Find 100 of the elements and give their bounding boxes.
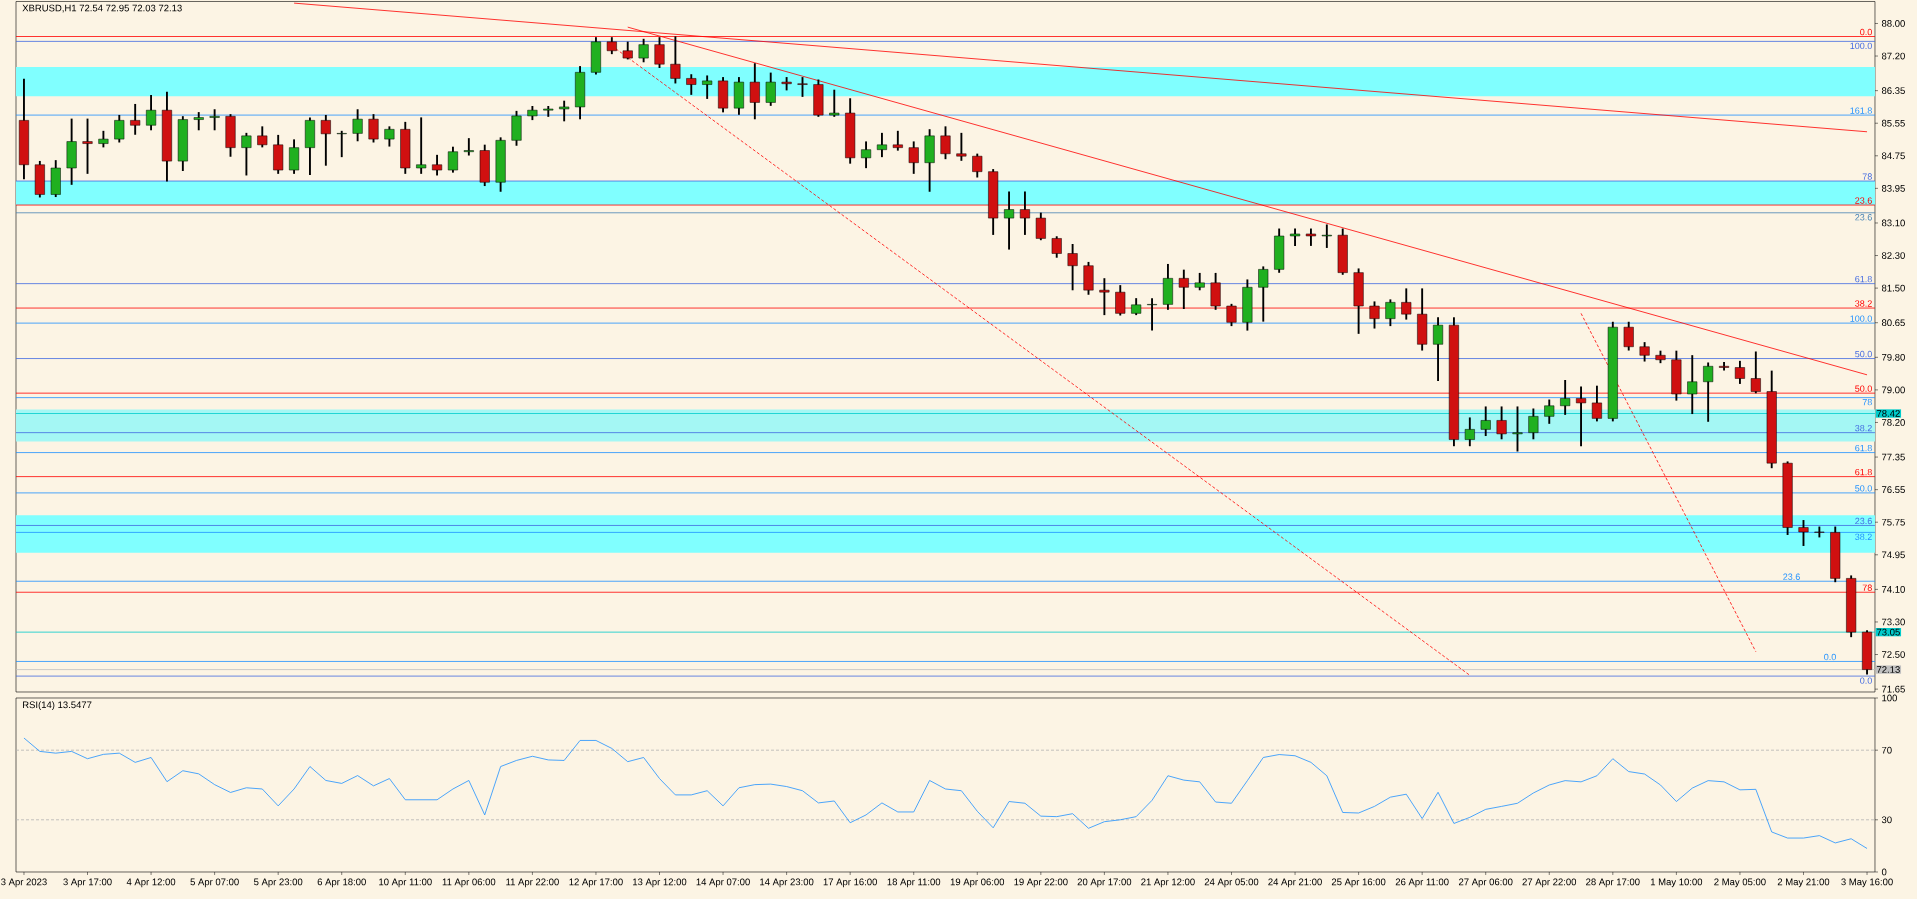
candlestick [1750, 351, 1761, 394]
y-tick-label: 76.55 [1882, 486, 1905, 493]
candlestick [543, 105, 554, 117]
candlestick [908, 141, 919, 174]
annotation: 161.8 [1850, 107, 1872, 114]
candlestick [416, 117, 427, 174]
annotation: 78 [1862, 173, 1872, 180]
x-tick-label: 4 Apr 12:00 [126, 878, 176, 888]
candlestick [1687, 355, 1698, 415]
annotation: 0.0 [1860, 677, 1872, 684]
candlestick [130, 103, 141, 135]
annotation: 50.0 [1855, 385, 1872, 392]
x-tick-label: 11 Apr 06:00 [442, 878, 496, 888]
candlestick [384, 126, 395, 147]
y-tick-label: 83.95 [1881, 185, 1905, 192]
x-tick-label: 20 Apr 17:00 [1077, 878, 1132, 888]
candlestick [1401, 288, 1412, 320]
candlestick [1099, 278, 1110, 316]
candlestick [209, 109, 220, 131]
candlestick [1226, 303, 1237, 327]
candlestick [781, 77, 792, 91]
y-tick-label: 73.30 [1882, 618, 1905, 626]
candlestick [1035, 212, 1046, 241]
candlestick [82, 118, 93, 174]
annotation: 38.2 [1855, 424, 1872, 432]
x-tick-label: 24 Apr 05:00 [1204, 878, 1259, 888]
y-tick-label: 74.95 [1882, 551, 1905, 559]
x-tick-label: 27 Apr 22:00 [1522, 878, 1577, 888]
y-tick-label: 79.80 [1882, 353, 1905, 361]
candlestick [1464, 417, 1475, 447]
annotation: 23.6 [1855, 517, 1872, 525]
x-tick-label: 14 Apr 23:00 [760, 878, 814, 888]
y-tick-label: 84.75 [1881, 152, 1905, 160]
x-tick-label: 3 Apr 2023 [1, 878, 47, 888]
candlestick [1290, 228, 1301, 246]
candlestick [638, 38, 649, 63]
candlestick [670, 36, 681, 84]
ref-line-label: 72.13 [1876, 666, 1900, 673]
candlestick [241, 132, 252, 176]
x-tick-label: 13 Apr 12:00 [633, 878, 687, 888]
candlestick [1004, 191, 1015, 250]
x-tick-label: 18 Apr 11:00 [887, 878, 941, 888]
candlestick [876, 132, 887, 158]
candlestick [1210, 272, 1221, 310]
x-tick-label: 26 Apr 11:00 [1395, 878, 1449, 888]
x-tick-label: 5 Apr 07:00 [190, 878, 239, 888]
x-tick-label: 3 May 16:00 [1841, 878, 1893, 888]
x-tick-label: 11 Apr 22:00 [506, 878, 559, 888]
candlestick [1544, 399, 1555, 424]
x-tick-label: 28 Apr 17:00 [1586, 878, 1640, 888]
candlestick [749, 63, 760, 120]
annotation: 78 [1862, 584, 1872, 591]
candlestick [352, 109, 363, 142]
candlestick [1480, 406, 1491, 437]
annotation: 50.0 [1855, 350, 1872, 358]
x-tick-label: 17 Apr 16:00 [823, 878, 877, 888]
annotation: 100.0 [1850, 315, 1872, 322]
x-tick-label: 2 May 21:00 [1777, 878, 1830, 888]
y-tick-label: 30 [1881, 816, 1892, 824]
x-tick-label: 25 Apr 16:00 [1331, 878, 1386, 888]
annotation: 61.8 [1855, 468, 1872, 476]
candlestick [1178, 269, 1189, 310]
candlestick [1019, 191, 1030, 235]
candlestick [320, 114, 331, 166]
candlestick [956, 132, 967, 161]
y-tick-label: 77.35 [1882, 453, 1905, 461]
x-tick-label: 19 Apr 06:00 [950, 878, 1005, 888]
candlestick [686, 74, 697, 95]
candlestick [368, 114, 379, 143]
candlestick [1719, 362, 1730, 371]
candlestick [1147, 298, 1158, 331]
annotation: 61.8 [1855, 444, 1872, 452]
candlestick [1496, 406, 1507, 440]
x-tick-label: 24 Apr 21:00 [1268, 878, 1322, 888]
ref-line-label: 78.42 [1876, 410, 1900, 417]
y-tick-label: 72.50 [1882, 651, 1905, 658]
candlestick [1385, 299, 1396, 327]
x-tick-label: 2 May 05:00 [1714, 878, 1766, 888]
y-tick-label: 70 [1882, 746, 1892, 754]
y-tick-label: 100 [1882, 694, 1897, 702]
candlestick [1305, 228, 1316, 246]
candlestick [1433, 317, 1444, 382]
candlestick [892, 130, 903, 151]
annotation: 23.6 [1783, 573, 1800, 580]
x-tick-label: 14 Apr 07:00 [696, 878, 750, 888]
candlestick [1703, 362, 1714, 422]
y-tick-label: 83.10 [1881, 219, 1905, 227]
candlestick [1051, 236, 1062, 258]
annotation: 50.0 [1855, 485, 1872, 492]
annotation: 78 [1862, 398, 1872, 406]
y-tick-label: 88.00 [1881, 20, 1905, 27]
chart-title: RSI(14) 13.5477 [23, 701, 92, 711]
candlestick [1512, 406, 1523, 452]
candlestick [1067, 244, 1078, 291]
x-tick-label: 6 Apr 18:00 [317, 878, 366, 888]
y-tick-label: 0 [1881, 868, 1887, 876]
y-tick-label: 78.20 [1882, 419, 1905, 426]
y-tick-label: 80.65 [1881, 319, 1905, 327]
y-tick-label: 75.75 [1882, 518, 1905, 526]
ref-line-label: 73.05 [1876, 628, 1900, 636]
